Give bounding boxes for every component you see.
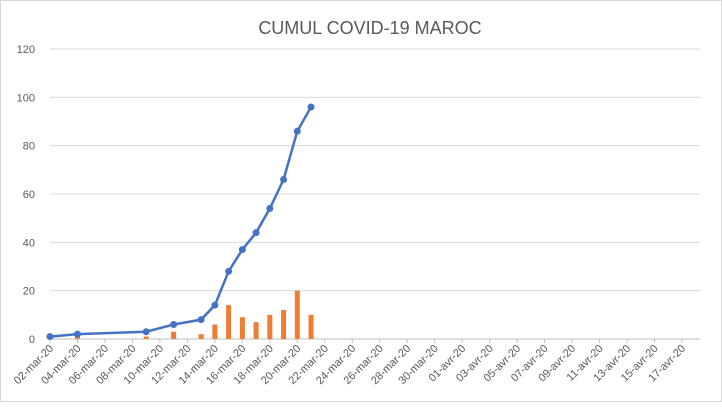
bar: [143, 336, 149, 339]
point: [197, 316, 205, 324]
y-tick-label: 120: [17, 44, 35, 56]
point: [170, 321, 178, 328]
point: [225, 267, 233, 275]
bar: [226, 305, 232, 339]
bar: [294, 290, 300, 339]
point: [280, 176, 288, 183]
bar: [281, 310, 287, 339]
y-tick-label: 60: [23, 189, 35, 201]
point: [142, 328, 150, 336]
point: [238, 246, 246, 254]
point: [266, 205, 274, 212]
y-tick-label: 20: [23, 286, 35, 298]
bar: [171, 331, 177, 339]
bar: [239, 317, 245, 339]
point: [46, 333, 54, 341]
y-tick-label: 80: [23, 141, 35, 153]
y-tick-label: 40: [23, 237, 35, 249]
point: [211, 301, 219, 309]
point: [252, 229, 260, 237]
bar: [212, 324, 218, 339]
y-tick-label: 100: [17, 92, 35, 104]
point: [307, 103, 315, 111]
bar: [198, 334, 204, 339]
bar: [267, 314, 273, 339]
bar: [308, 314, 314, 339]
bar: [74, 336, 80, 339]
y-tick-label: 0: [29, 334, 35, 346]
point: [293, 127, 301, 135]
bar: [253, 322, 259, 339]
chart-title: CUMUL COVID-19 MAROC: [258, 18, 481, 38]
point: [73, 330, 81, 338]
